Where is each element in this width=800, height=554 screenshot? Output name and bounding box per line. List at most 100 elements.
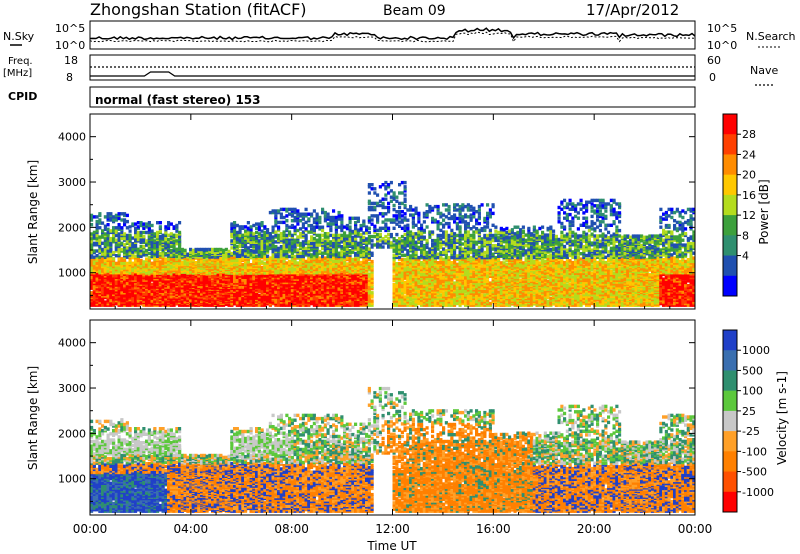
heatmap-cell [387, 191, 391, 195]
heatmap-cell [98, 218, 102, 222]
heatmap-cell [395, 251, 399, 255]
heatmap-cell [238, 272, 242, 277]
heatmap-cell [304, 249, 308, 254]
heatmap-cell [356, 241, 360, 245]
heatmap-cell [112, 271, 116, 275]
heatmap-cell [332, 248, 336, 252]
heatmap-cell [271, 225, 275, 229]
heatmap-cell [340, 214, 344, 218]
heatmap-cell [235, 230, 239, 235]
heatmap-cell [392, 270, 396, 274]
heatmap-cell [255, 239, 259, 243]
heatmap-cell [117, 250, 121, 255]
heatmap-cell [95, 249, 99, 253]
heatmap-cell [271, 285, 275, 290]
heatmap-cell [301, 285, 305, 290]
heatmap-cell [147, 246, 151, 250]
heatmap-cell [400, 262, 404, 266]
heatmap-cell [178, 221, 182, 225]
heatmap-cell [271, 228, 275, 233]
heatmap-cell [403, 272, 407, 276]
heatmap-cell [367, 293, 371, 297]
heatmap-cell [109, 298, 113, 303]
heatmap-cell [332, 215, 336, 220]
heatmap-cell [359, 260, 363, 265]
heatmap-cell [246, 249, 250, 253]
heatmap-cell [337, 251, 341, 255]
heatmap-cell [403, 291, 407, 295]
heatmap-cell [134, 222, 138, 226]
mode-label: normal (fast stereo) 153 [95, 93, 261, 107]
heatmap-cell [268, 246, 272, 251]
heatmap-cell [109, 257, 113, 261]
heatmap-cell [381, 212, 385, 216]
heatmap-cell [299, 298, 303, 303]
heatmap-cell [277, 266, 281, 270]
heatmap-cell [315, 292, 319, 296]
heatmap-cell [299, 219, 303, 223]
heatmap-cell [103, 224, 107, 228]
heatmap-cell [400, 253, 404, 257]
heatmap-cell [230, 226, 234, 230]
heatmap-cell [367, 183, 371, 187]
heatmap-cell [263, 236, 267, 240]
heatmap-cell [398, 210, 402, 214]
heatmap-cell [244, 225, 248, 229]
heatmap-cell [392, 274, 396, 278]
heatmap-cell [392, 197, 396, 201]
heatmap-cell [106, 249, 110, 253]
heatmap-cell [301, 279, 305, 283]
heatmap-cell [340, 223, 344, 228]
heatmap-cell [395, 239, 399, 243]
heatmap-cell [348, 259, 352, 263]
heatmap-cell [274, 245, 278, 249]
heatmap-cell [106, 212, 110, 216]
heatmap-cell [167, 267, 171, 271]
heatmap-cell [365, 231, 369, 235]
heatmap-cell [400, 257, 404, 262]
heatmap-cell [139, 258, 143, 263]
heatmap-cell [128, 251, 132, 256]
heatmap-cell [235, 290, 239, 295]
heatmap-cell [112, 215, 116, 219]
heatmap-cell [301, 230, 305, 234]
heatmap-cell [367, 262, 371, 266]
heatmap-cell [367, 268, 371, 272]
heatmap-cell [200, 255, 204, 259]
heatmap-cell [224, 251, 228, 255]
heatmap-cell [340, 266, 344, 270]
noise-sky-line [89, 27, 696, 41]
heatmap-cell [373, 234, 377, 239]
heatmap-cell [282, 259, 286, 264]
heatmap-cell [329, 279, 333, 283]
heatmap-cell [376, 216, 380, 220]
heatmap-cell [268, 285, 272, 290]
heatmap-cell [367, 291, 371, 295]
heatmap-cell [329, 298, 333, 303]
noise-panel: N.Sky 10^5 10^0 10^5 10^0 N.Search [3, 20, 796, 52]
heatmap-cell [403, 295, 407, 299]
heatmap-cell [241, 290, 245, 295]
heatmap-cell [389, 220, 393, 224]
heatmap-cell [323, 248, 327, 252]
heatmap-cell [147, 256, 151, 260]
heatmap-cell [359, 285, 363, 290]
heatmap-cell [334, 245, 338, 249]
heatmap-cell [362, 235, 366, 240]
heatmap-cell [252, 258, 256, 263]
heatmap-cell [202, 274, 206, 278]
heatmap-cell [101, 257, 105, 261]
heatmap-cell [216, 282, 220, 287]
heatmap-cell [348, 249, 352, 253]
heatmap-cell [131, 261, 135, 265]
heatmap-cell [348, 238, 352, 243]
heatmap-cell [268, 272, 272, 277]
heatmap-cell [400, 247, 404, 251]
heatmap-cell [351, 216, 355, 220]
heatmap-cell [367, 253, 371, 257]
heatmap-cell [403, 286, 407, 291]
heatmap-cell [142, 244, 146, 249]
heatmap-cell [392, 299, 396, 303]
heatmap-cell [370, 253, 374, 257]
heatmap-cell [351, 250, 355, 254]
